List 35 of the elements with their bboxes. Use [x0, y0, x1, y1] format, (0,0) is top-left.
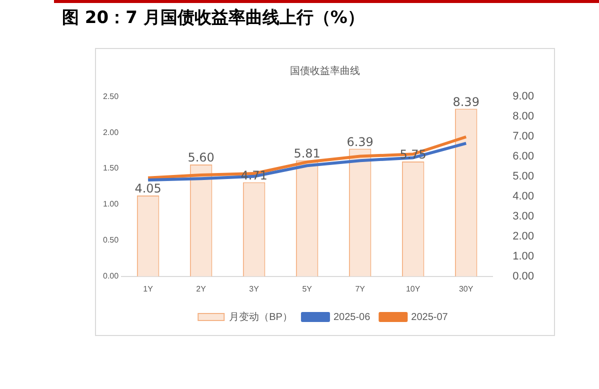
- chart-subtitle: 国债收益率曲线: [289, 64, 361, 78]
- x-tick-label: 5Y: [302, 284, 313, 294]
- y2-tick-label: 0.00: [512, 270, 534, 282]
- y2-tick-label: 9.00: [512, 90, 534, 103]
- data-label: 4.05: [134, 182, 162, 196]
- data-label: 6.39: [346, 134, 374, 149]
- x-tick-label: 3Y: [249, 284, 260, 294]
- y-tick-label: 1.00: [102, 200, 120, 209]
- data-label: 8.39: [452, 94, 480, 109]
- y2-tick-label: 2.00: [512, 230, 534, 242]
- legend-label: 2025-06: [333, 312, 371, 323]
- x-tick-label: 30Y: [458, 284, 474, 294]
- y2-tick-label: 4.00: [512, 190, 534, 203]
- y-tick-label: 0.50: [102, 236, 120, 245]
- y-tick-label: 2.00: [102, 128, 120, 137]
- chart-title: 图 20：7 月国债收益率曲线上行（%）: [62, 7, 364, 29]
- legend-label: 月变动（BP）: [229, 310, 292, 323]
- x-tick-label: 2Y: [196, 284, 207, 294]
- y2-tick-label: 8.00: [512, 110, 534, 123]
- y2-tick-label: 7.00: [512, 130, 534, 143]
- data-label: 5.75: [400, 148, 426, 162]
- data-label: 4.71: [240, 168, 268, 182]
- x-tick-label: 10Y: [406, 284, 421, 294]
- y2-tick-label: 5.00: [512, 170, 534, 183]
- data-label: 5.60: [188, 150, 214, 165]
- x-tick-label: 1Y: [143, 284, 154, 294]
- y2-tick-label: 6.00: [512, 150, 534, 163]
- data-label: 5.81: [294, 146, 320, 160]
- y-tick-label: 0.00: [102, 272, 120, 281]
- y-tick-label: 1.50: [102, 164, 120, 173]
- y-tick-label: 2.50: [102, 92, 120, 101]
- x-tick-label: 7Y: [355, 284, 366, 294]
- y2-tick-label: 3.00: [512, 210, 534, 222]
- legend-label: 2025-07: [411, 312, 448, 323]
- y2-tick-label: 1.00: [512, 250, 534, 262]
